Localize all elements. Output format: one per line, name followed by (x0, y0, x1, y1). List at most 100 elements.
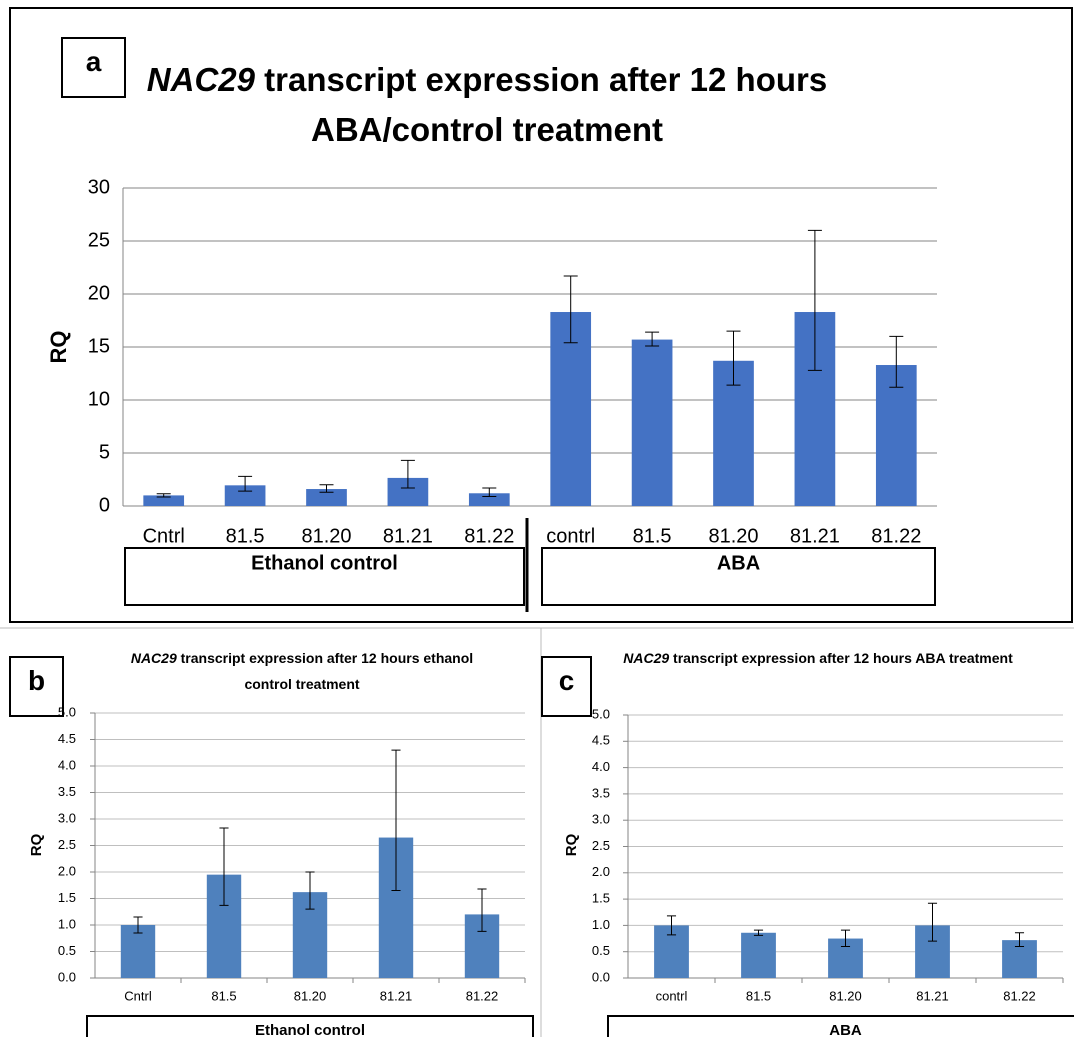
x-tick-label: contrl (656, 988, 688, 1003)
x-tick-label: 81.22 (1003, 988, 1036, 1003)
y-tick-label: 2.0 (58, 863, 76, 878)
bar (143, 495, 185, 506)
bar (468, 493, 510, 506)
x-tick-label: Cntrl (124, 988, 152, 1003)
panel-label: a (86, 46, 102, 77)
error-bar (726, 330, 741, 386)
y-tick-label: 4.5 (58, 731, 76, 746)
panel-label-box (9, 656, 64, 717)
y-tick-label: 10 (88, 388, 110, 410)
panel-label: c (559, 665, 575, 696)
x-tick-label: 81.22 (464, 525, 514, 547)
group-label: Ethanol control (251, 552, 398, 574)
title-gene: NAC29 (130, 650, 177, 666)
error-bar (482, 487, 497, 497)
y-axis-label: RQ (28, 833, 45, 856)
error-bar (927, 902, 938, 942)
y-tick-label: 0.5 (592, 943, 610, 958)
x-tick-label: 81.20 (829, 988, 862, 1003)
y-tick-label: 30 (88, 176, 110, 198)
error-bar (645, 331, 660, 347)
y-tick-label: 0 (99, 494, 110, 516)
y-tick-label: 3.0 (592, 812, 610, 827)
x-tick-label: 81.21 (383, 525, 433, 547)
y-tick-label: 2.5 (592, 838, 610, 853)
error-bar (238, 475, 253, 492)
x-tick-label: 81.21 (790, 525, 840, 547)
y-tick-label: 4.0 (58, 757, 76, 772)
bar (550, 312, 592, 506)
y-tick-label: 4.0 (592, 759, 610, 774)
y-tick-label: 3.5 (592, 785, 610, 800)
error-bar (889, 335, 904, 388)
error-bar (319, 484, 334, 493)
x-tick-label: 81.21 (916, 988, 949, 1003)
y-tick-label: 1.0 (58, 916, 76, 931)
x-tick-label: contrl (546, 525, 595, 547)
y-tick-label: 5.0 (58, 704, 76, 719)
y-tick-label: 25 (88, 229, 110, 251)
x-tick-label: 81.5 (226, 525, 265, 547)
error-bar (477, 888, 487, 932)
chart-title: NAC29 transcript expression after 12 hou… (137, 55, 837, 155)
error-bar (753, 929, 764, 936)
y-tick-label: 2.0 (592, 864, 610, 879)
title-gene: NAC29 (623, 650, 670, 666)
group-label: Ethanol control (255, 1022, 365, 1037)
x-tick-label: 81.22 (871, 525, 921, 547)
y-axis-label: RQ (563, 833, 580, 856)
bar (306, 489, 347, 506)
panel-label: b (28, 665, 45, 696)
y-tick-label: 5.0 (592, 706, 610, 721)
chart-title: NAC29 transcript expression after 12 hou… (608, 645, 1028, 671)
y-tick-label: 1.5 (58, 890, 76, 905)
y-tick-label: 0.5 (58, 943, 76, 958)
x-tick-label: 81.20 (708, 525, 758, 547)
panel-label-box (541, 656, 592, 717)
error-bar (133, 916, 143, 934)
bar (875, 365, 917, 506)
group-label: ABA (717, 552, 760, 574)
error-bar (305, 871, 315, 910)
group-box (607, 1015, 1074, 1037)
y-tick-label: 3.5 (58, 784, 76, 799)
panel-label-box (61, 37, 126, 98)
error-bar (219, 827, 229, 906)
title-text: transcript expression after 12 hours ABA… (673, 650, 1013, 666)
x-tick-label: 81.20 (301, 525, 351, 547)
group-box (86, 1015, 534, 1037)
y-tick-label: 1.5 (592, 891, 610, 906)
x-tick-label: 81.21 (380, 988, 413, 1003)
bar (741, 932, 776, 978)
y-tick-label: 5 (99, 441, 110, 463)
x-tick-label: 81.5 (746, 988, 771, 1003)
error-bar (400, 459, 415, 489)
error-bar (563, 275, 578, 344)
bar (120, 925, 156, 978)
chart-title: NAC29 transcript expression after 12 hou… (122, 645, 482, 697)
bar (631, 339, 673, 506)
group-label: ABA (829, 1022, 862, 1037)
y-tick-label: 0.0 (58, 969, 76, 984)
x-tick-label: 81.22 (466, 988, 499, 1003)
group-box (124, 547, 525, 606)
y-tick-label: 2.5 (58, 837, 76, 852)
y-tick-label: 0.0 (592, 969, 610, 984)
y-tick-label: 4.5 (592, 733, 610, 748)
y-axis-label: RQ (46, 331, 71, 364)
error-bar (156, 493, 171, 498)
x-tick-label: 81.20 (294, 988, 327, 1003)
x-tick-label: 81.5 (211, 988, 236, 1003)
group-box (541, 547, 936, 606)
error-bar (807, 229, 822, 371)
title-text: transcript expression after 12 hours ABA… (264, 61, 828, 148)
x-tick-label: 81.5 (633, 525, 672, 547)
title-gene: NAC29 (146, 61, 255, 98)
error-bar (666, 915, 677, 936)
panel-frame (9, 7, 1073, 623)
y-tick-label: 3.0 (58, 810, 76, 825)
x-tick-label: Cntrl (143, 525, 185, 547)
error-bar (391, 749, 401, 892)
